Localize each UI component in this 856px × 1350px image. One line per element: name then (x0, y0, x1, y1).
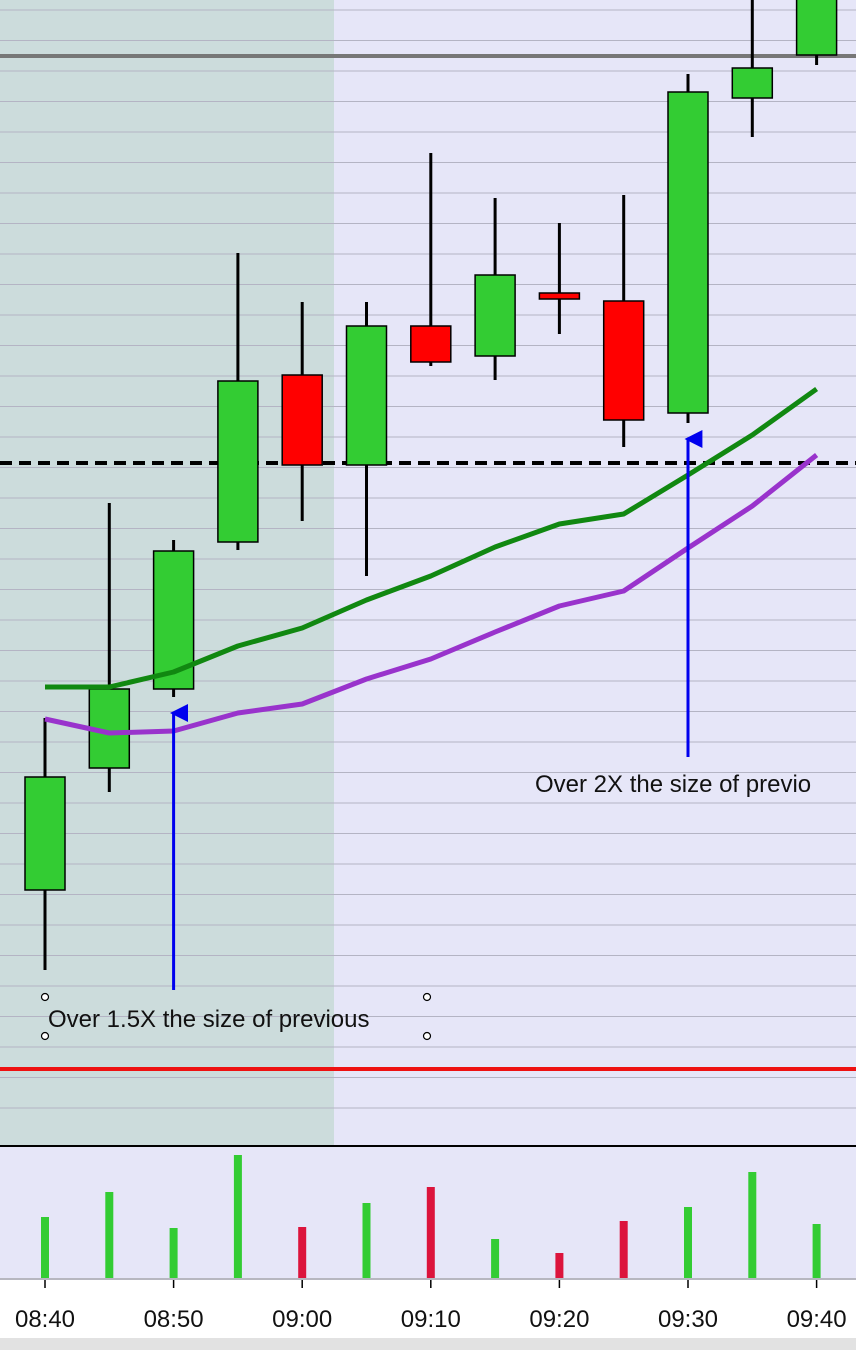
x-tick-label: 09:20 (529, 1306, 589, 1333)
volume-bar (748, 1172, 757, 1278)
x-tick-label: 08:40 (15, 1306, 75, 1333)
volume-bar (555, 1253, 564, 1278)
candle-body (474, 274, 516, 357)
volume-bar (426, 1187, 435, 1278)
selection-handle (40, 1031, 50, 1041)
volume-bar (491, 1239, 500, 1278)
volume-bar (619, 1221, 628, 1278)
x-tick-label: 08:50 (144, 1306, 204, 1333)
candle-body (345, 325, 388, 466)
volume-bar (298, 1227, 307, 1278)
candle-body (795, 0, 838, 56)
scrollbar (0, 1338, 856, 1350)
selection-handle (422, 992, 432, 1002)
annotation-text: Over 2X the size of previo (535, 771, 811, 798)
candle-body (410, 325, 452, 363)
volume-bar (105, 1192, 114, 1278)
candle-body (281, 374, 323, 466)
candle-body (152, 550, 195, 690)
selection-handle (40, 992, 50, 1002)
selection-handle (422, 1031, 432, 1041)
candle-body (602, 300, 645, 421)
x-tick-label: 09:00 (272, 1306, 332, 1333)
candle-body (731, 67, 774, 99)
candle-body (667, 91, 709, 414)
candle-body (24, 776, 66, 891)
volume-bar (362, 1203, 371, 1278)
volume-bar (41, 1217, 49, 1278)
volume-bar (684, 1207, 692, 1278)
candle-body (538, 292, 581, 300)
x-tick-label: 09:10 (401, 1306, 461, 1333)
axis-background (0, 1280, 856, 1338)
volume-bar (812, 1224, 821, 1278)
volume-bar (233, 1155, 242, 1278)
annotation-text: Over 1.5X the size of previous (48, 1006, 370, 1033)
candle-body (217, 380, 259, 543)
x-tick-label: 09:40 (787, 1306, 847, 1333)
volume-bar (169, 1228, 178, 1278)
x-tick-label: 09:30 (658, 1306, 718, 1333)
